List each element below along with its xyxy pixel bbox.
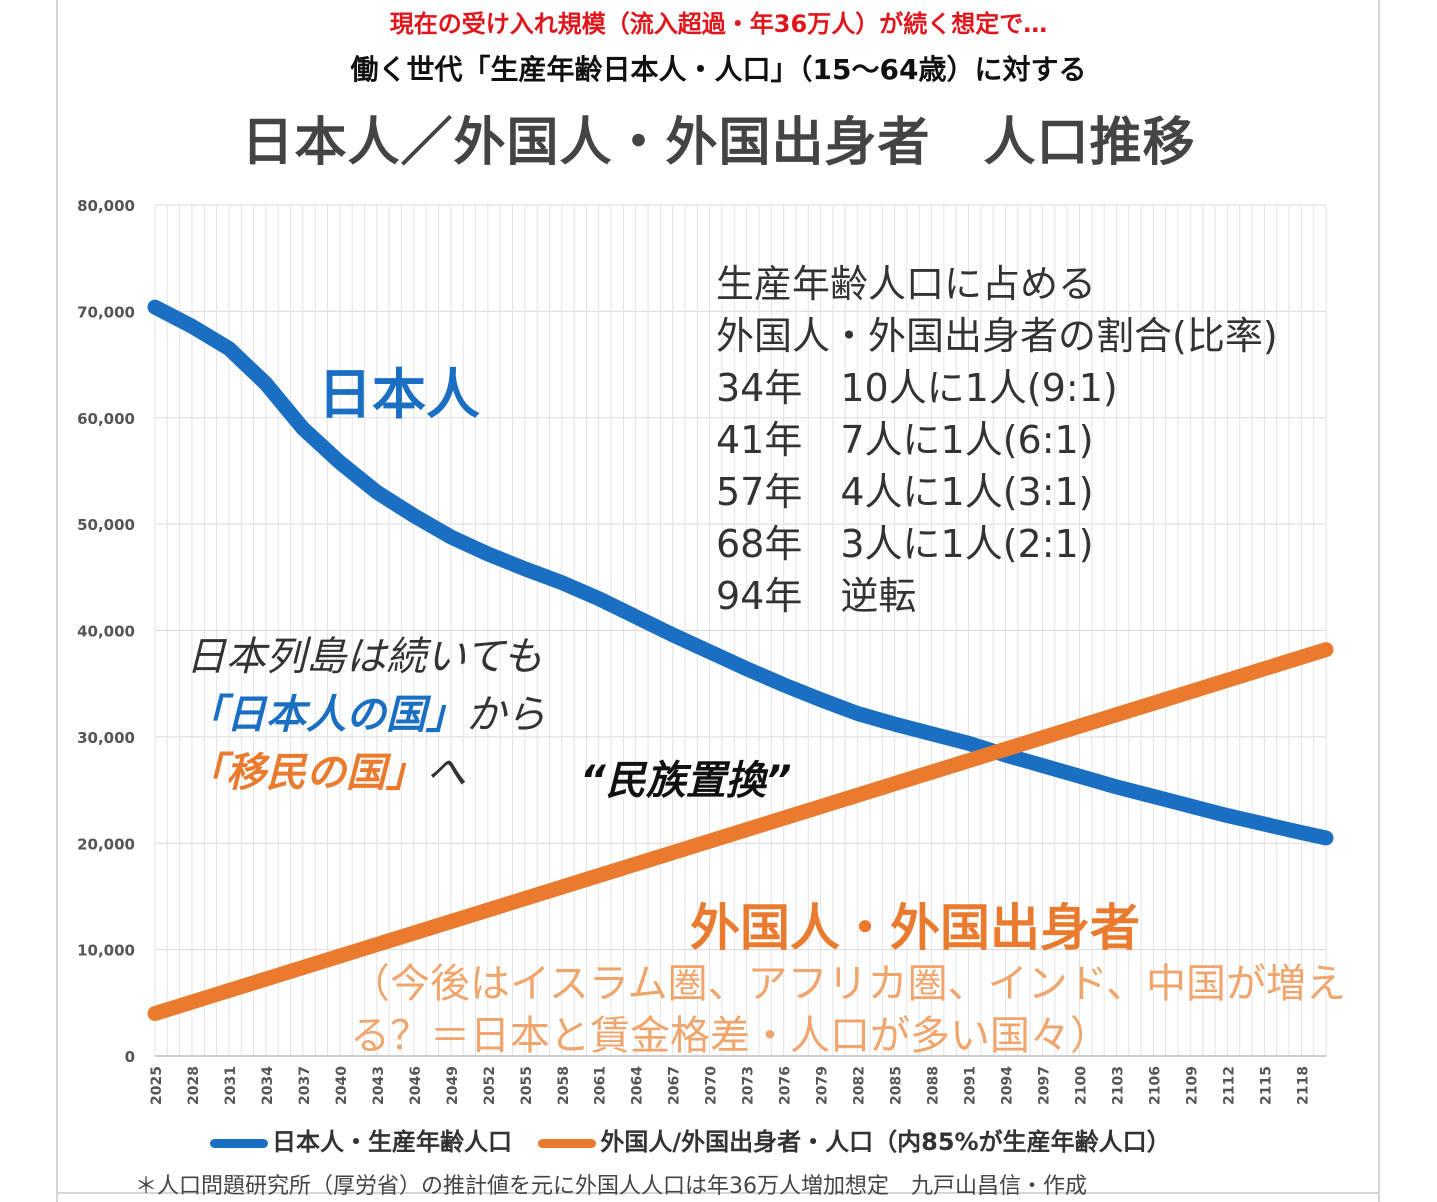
x-tick-label: 2088 <box>926 1066 942 1105</box>
footnote: ＊人口問題研究所（厚労省）の推計値を元に外国人人口は年36万人増加想定 九戸山昌… <box>135 1174 1087 1199</box>
ratio-line: 41年 7人に1人(6:1) <box>716 418 1094 462</box>
x-tick-label: 2112 <box>1221 1066 1237 1105</box>
x-tick-label: 2058 <box>556 1066 572 1105</box>
x-tick-label: 2079 <box>815 1066 831 1105</box>
x-tick-label: 2061 <box>593 1066 609 1105</box>
ratio-line: 生産年齢人口に占める <box>716 262 1097 306</box>
frame-left-border <box>56 0 58 1202</box>
x-tick-label: 2031 <box>223 1066 239 1105</box>
x-tick-label: 2097 <box>1036 1066 1052 1105</box>
series-lines <box>147 299 1334 1021</box>
y-tick-label: 10,000 <box>77 942 135 960</box>
legend-label-foreign: 外国人/外国出身者・人口（内85%が生産年齢人口） <box>600 1128 1171 1156</box>
x-tick-label: 2025 <box>149 1066 165 1105</box>
y-tick-label: 50,000 <box>77 516 135 534</box>
chart-title: 日本人／外国人・外国出身者 人口推移 <box>241 113 1196 173</box>
x-tick-label: 2115 <box>1258 1066 1274 1105</box>
x-tick-label: 2109 <box>1184 1066 1200 1105</box>
message-line-3: 「移民の国」へ <box>186 744 546 802</box>
legend-swatch-foreign <box>538 1138 597 1148</box>
x-tick-label: 2118 <box>1295 1066 1311 1105</box>
message-line-1: 日本列島は続いても <box>186 634 543 680</box>
ratio-line: 外国人・外国出身者の割合(比率) <box>716 314 1278 358</box>
y-axis: 0 10,000 20,000 30,000 40,000 50,000 60,000 70,… <box>77 197 135 1066</box>
x-axis: 2025 2028 2031 2034 2037 2040 2043 2046 2049 2052… <box>149 1055 1326 1105</box>
x-tick-label: 2070 <box>704 1066 720 1105</box>
y-tick-label: 70,000 <box>77 303 135 321</box>
x-tick-label: 2028 <box>186 1066 202 1105</box>
immigrant-nation-quote: 「移民の国」 <box>186 750 426 796</box>
x-tick-label: 2034 <box>260 1066 276 1105</box>
foreign-series-note: （今後はイスラム圏、アフリカ圏、インド、中国が増える？＝日本と賃金格差・人口が多… <box>350 961 1346 1059</box>
chart-subtitle: 働く世代「生産年齢日本人・人口」（15〜64歳）に対する <box>350 53 1087 86</box>
y-tick-label: 30,000 <box>77 729 135 747</box>
y-tick-label: 80,000 <box>77 197 135 215</box>
x-tick-label: 2106 <box>1147 1066 1163 1105</box>
legend: 日本人・生産年齢人口 外国人/外国出身者・人口（内85%が生産年齢人口） <box>210 1122 1171 1157</box>
japanese-series-label: 日本人 <box>318 363 480 426</box>
x-tick-label: 2085 <box>889 1066 905 1105</box>
x-tick-label: 2055 <box>519 1066 535 1105</box>
ratio-line: 68年 3人に1人(2:1) <box>716 522 1094 566</box>
x-tick-label: 2094 <box>1000 1066 1016 1105</box>
frame-bottom-border <box>56 1192 1380 1194</box>
x-tick-label: 2049 <box>445 1066 461 1105</box>
ratio-line: 34年 10人に1人(9:1) <box>716 366 1118 410</box>
x-tick-label: 2052 <box>482 1066 498 1105</box>
message-annotation: 日本列島は続いても 「日本人の国」から 「移民の国」へ <box>186 628 546 802</box>
x-tick-label: 2046 <box>408 1066 424 1105</box>
x-tick-label: 2040 <box>334 1066 350 1105</box>
legend-label-japanese: 日本人・生産年齢人口 <box>272 1128 512 1156</box>
y-tick-label: 0 <box>125 1048 135 1066</box>
foreign-series-label: 外国人・外国出身者 <box>690 899 1140 957</box>
x-tick-label: 2082 <box>852 1066 868 1105</box>
foreign-population-line <box>147 642 1334 1021</box>
frame-right-border <box>1378 0 1380 1202</box>
y-tick-label: 60,000 <box>77 410 135 428</box>
x-tick-label: 2103 <box>1110 1066 1126 1105</box>
x-tick-label: 2067 <box>667 1066 683 1105</box>
ratio-annotation: 生産年齢人口に占める 外国人・外国出身者の割合(比率) 34年 10人に1人(9… <box>716 258 1278 622</box>
japanese-nation-quote: 「日本人の国」 <box>186 692 466 738</box>
x-tick-label: 2073 <box>741 1066 757 1105</box>
legend-swatch-japanese <box>210 1138 268 1148</box>
x-tick-label: 2100 <box>1073 1066 1089 1105</box>
x-tick-label: 2037 <box>297 1066 313 1105</box>
x-tick-label: 2064 <box>630 1066 646 1105</box>
message-line-2-rest: から <box>466 692 546 738</box>
y-tick-label: 20,000 <box>77 835 135 853</box>
message-line-3-rest: へ <box>426 750 466 796</box>
ratio-line: 94年 逆転 <box>716 574 917 618</box>
x-tick-label: 2043 <box>371 1066 387 1105</box>
y-tick-label: 40,000 <box>77 623 135 641</box>
x-tick-label: 2091 <box>963 1066 979 1105</box>
japanese-population-line <box>147 299 1334 846</box>
replacement-annotation: “民族置換” <box>580 758 792 804</box>
ratio-line: 57年 4人に1人(3:1) <box>716 470 1094 514</box>
message-line-2: 「日本人の国」から <box>186 686 546 744</box>
x-tick-label: 2076 <box>778 1066 794 1105</box>
chart-pretitle: 現在の受け入れ規模（流入超過・年36万人）が続く想定で… <box>389 10 1048 38</box>
